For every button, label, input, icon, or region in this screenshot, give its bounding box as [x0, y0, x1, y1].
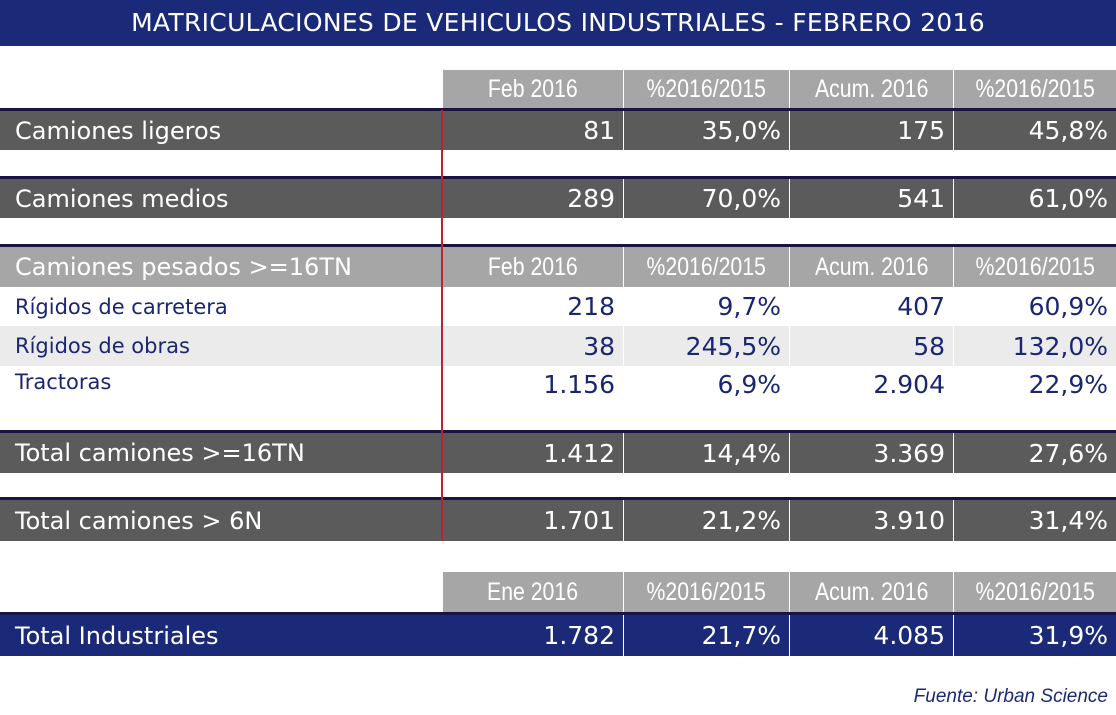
column-header-text: %2016/2015	[975, 252, 1095, 281]
column-header-text: Acum. 2016	[814, 578, 929, 606]
row-label: Rígidos de obras	[0, 326, 443, 366]
row-value: 61,0%	[954, 179, 1116, 218]
row-value: 1.156	[543, 370, 615, 399]
header-row-feb: Feb 2016 %2016/2015 Acum. 2016 %2016/2015	[0, 70, 1116, 108]
row-label: Tractoras	[15, 370, 112, 394]
row-separator	[0, 497, 1116, 500]
column-header-text: %2016/2015	[646, 578, 767, 606]
row-value: 1.782	[443, 615, 623, 656]
row-value: 27,6%	[954, 433, 1116, 473]
column-header-text: Acum. 2016	[814, 252, 929, 281]
row-value: 1.701	[443, 500, 623, 541]
row-value: 2.904	[873, 370, 945, 399]
column-header: Acum. 2016	[790, 572, 953, 613]
page-title: MATRICULACIONES DE VEHICULOS INDUSTRIALE…	[0, 0, 1116, 46]
row-value: 45,8%	[954, 111, 1116, 150]
header-row-ene: Ene 2016 %2016/2015 Acum. 2016 %2016/2015	[0, 572, 1116, 613]
row-label: Camiones medios	[0, 179, 443, 218]
row-value: 58	[790, 326, 953, 366]
row-value: 407	[897, 292, 945, 321]
row-label: Total camiones >=16TN	[0, 433, 443, 473]
table-row-total-16tn: Total camiones >=16TN 1.412 14,4% 3.369 27,6…	[0, 433, 1116, 473]
row-label: Camiones ligeros	[0, 111, 443, 150]
header-row-pesados: Camiones pesados >=16TN Feb 2016 %2016/201…	[0, 247, 1116, 287]
table-row-medios: Camiones medios 289 70,0% 541 61,0%	[0, 179, 1116, 218]
row-value: 22,9%	[1028, 370, 1108, 399]
column-header-text: Ene 2016	[487, 578, 579, 606]
row-value: 6,9%	[717, 370, 781, 399]
source-note: Fuente: Urban Science	[913, 686, 1108, 707]
table-row-industriales: Total Industriales 1.782 21,7% 4.085 31,9%	[0, 615, 1116, 656]
row-value: 218	[567, 292, 615, 321]
column-header: Feb 2016	[443, 70, 623, 108]
row-value: 31,9%	[954, 615, 1116, 656]
row-value: 3.910	[790, 500, 953, 541]
table-row-rigidos-carretera: Rígidos de carretera 218 9,7% 407 60,9%	[0, 287, 1116, 326]
row-label: Camiones pesados >=16TN	[0, 247, 443, 287]
column-header: %2016/2015	[624, 247, 789, 287]
row-value: 35,0%	[624, 111, 789, 150]
row-value: 541	[790, 179, 953, 218]
row-value: 3.369	[790, 433, 953, 473]
row-label: Rígidos de carretera	[15, 294, 228, 319]
row-value: 21,2%	[624, 500, 789, 541]
table-row-rigidos-obras: Rígidos de obras 38 245,5% 58 132,0%	[0, 326, 1116, 366]
row-value: 81	[443, 111, 623, 150]
row-separator	[0, 244, 1116, 247]
column-header-text: Feb 2016	[488, 252, 578, 281]
row-value: 4.085	[790, 615, 953, 656]
row-separator	[0, 176, 1116, 179]
row-value: 60,9%	[1028, 292, 1108, 321]
row-value: 132,0%	[954, 326, 1116, 366]
table-row-ligeros: Camiones ligeros 81 35,0% 175 45,8%	[0, 111, 1116, 150]
row-label: Total Industriales	[0, 615, 443, 656]
row-separator	[0, 108, 1116, 111]
row-value: 175	[790, 111, 953, 150]
column-header: %2016/2015	[954, 572, 1116, 613]
column-header: %2016/2015	[624, 70, 789, 108]
row-value: 289	[443, 179, 623, 218]
column-header: Feb 2016	[443, 247, 623, 287]
row-label: Total camiones > 6N	[0, 500, 443, 541]
column-header-text: %2016/2015	[646, 74, 767, 103]
table-row-tractoras: Tractoras 1.156 6,9% 2.904 22,9%	[0, 366, 1116, 406]
column-header-text: %2016/2015	[975, 74, 1095, 103]
column-header: %2016/2015	[954, 70, 1116, 108]
column-header: %2016/2015	[624, 572, 789, 613]
column-header: Acum. 2016	[790, 247, 953, 287]
column-header: %2016/2015	[954, 247, 1116, 287]
row-value: 38	[443, 326, 623, 366]
column-header-text: Feb 2016	[488, 74, 578, 103]
row-value: 70,0%	[624, 179, 789, 218]
row-value: 1.412	[443, 433, 623, 473]
column-header-text: %2016/2015	[646, 252, 767, 281]
row-value: 245,5%	[624, 326, 789, 366]
column-divider	[441, 110, 443, 541]
row-value: 31,4%	[954, 500, 1116, 541]
column-header: Ene 2016	[443, 572, 623, 613]
row-separator	[0, 430, 1116, 433]
column-header: Acum. 2016	[790, 70, 953, 108]
row-value: 9,7%	[717, 292, 781, 321]
row-value: 14,4%	[624, 433, 789, 473]
table-row-total-6n: Total camiones > 6N 1.701 21,2% 3.910 31,4%	[0, 500, 1116, 541]
column-header-text: %2016/2015	[975, 578, 1095, 606]
column-header-text: Acum. 2016	[814, 74, 929, 103]
row-separator	[0, 612, 1116, 615]
row-value: 21,7%	[624, 615, 789, 656]
